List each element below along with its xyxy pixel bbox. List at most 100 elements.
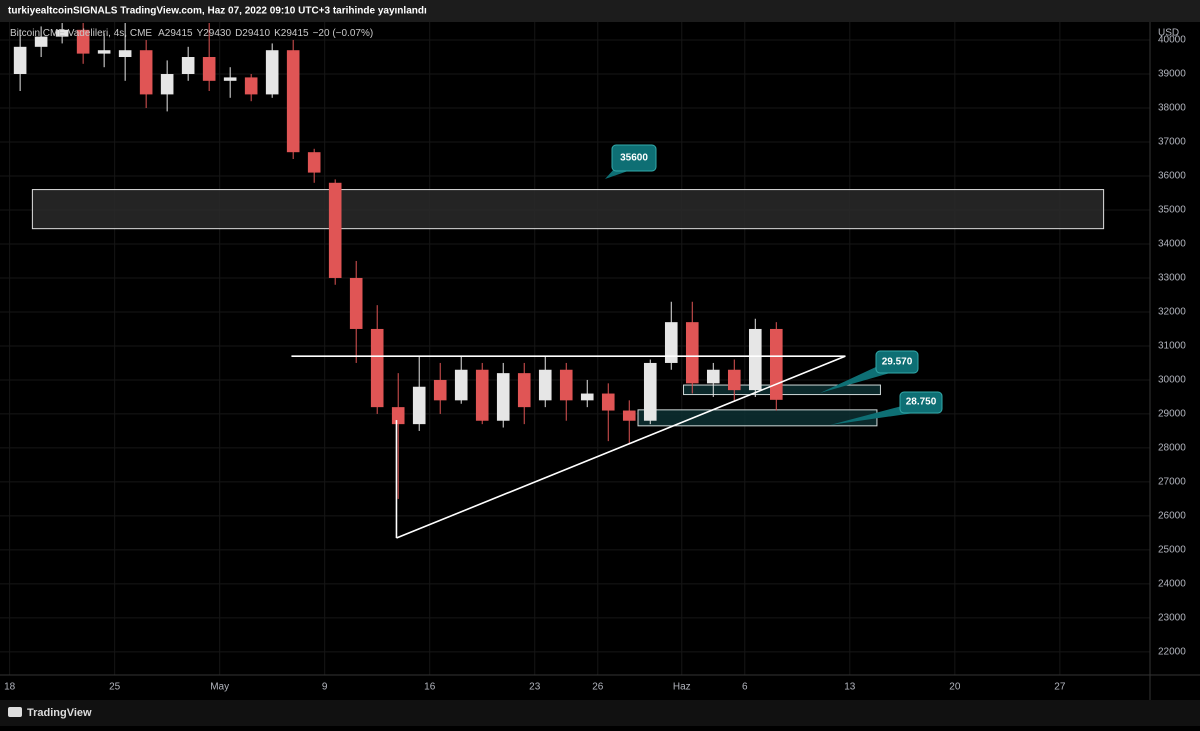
legend-value: −20 (−0.07%) xyxy=(313,28,374,39)
y-tick-label: 37000 xyxy=(1158,137,1186,148)
y-tick-label: 29000 xyxy=(1158,409,1186,420)
y-tick-label: 38000 xyxy=(1158,103,1186,114)
x-tick-label: 13 xyxy=(844,682,856,693)
x-tick-label: 25 xyxy=(109,682,121,693)
candle-body xyxy=(454,369,468,401)
header-bar xyxy=(0,0,1200,22)
candle-body xyxy=(538,369,552,401)
candle-body xyxy=(391,407,405,425)
candle-body xyxy=(412,386,426,425)
x-tick-label: 27 xyxy=(1054,682,1066,693)
legend-value: D29410 xyxy=(235,28,270,39)
y-tick-label: 33000 xyxy=(1158,273,1186,284)
y-tick-label: 40000 xyxy=(1158,35,1186,46)
callout-box xyxy=(875,350,919,374)
candle-body xyxy=(517,373,531,408)
callout-text: 35600 xyxy=(620,153,648,164)
y-tick-label: 39000 xyxy=(1158,69,1186,80)
y-tick-label: 27000 xyxy=(1158,477,1186,488)
candle-body xyxy=(118,50,132,58)
y-tick-label: 26000 xyxy=(1158,511,1186,522)
candle-body xyxy=(769,328,783,400)
y-tick-label: 35000 xyxy=(1158,205,1186,216)
plot xyxy=(13,23,1105,539)
candle-body xyxy=(622,410,636,421)
x-tick-label: 20 xyxy=(949,682,961,693)
candle-body xyxy=(433,379,447,401)
candle-body xyxy=(202,57,216,81)
candle-body xyxy=(13,46,27,75)
footer-logo xyxy=(8,707,22,717)
y-tick-label: 32000 xyxy=(1158,307,1186,318)
y-tick-label: 31000 xyxy=(1158,341,1186,352)
candle-body xyxy=(181,57,195,75)
candle-body xyxy=(706,369,720,384)
callout: 35600 xyxy=(605,144,657,179)
callout-pointer xyxy=(820,366,890,393)
x-tick-label: Haz xyxy=(673,682,691,693)
candle-body xyxy=(601,393,615,411)
candle-body xyxy=(286,50,300,153)
candle-body xyxy=(55,29,69,37)
candle-body xyxy=(349,277,363,329)
y-tick-label: 34000 xyxy=(1158,239,1186,250)
x-tick-label: 23 xyxy=(529,682,541,693)
candle-body xyxy=(160,74,174,95)
y-tick-label: 30000 xyxy=(1158,375,1186,386)
candle-body xyxy=(748,328,762,391)
footer-brand: TradingView xyxy=(27,707,92,719)
x-tick-label: 9 xyxy=(322,682,328,693)
callout-box xyxy=(899,391,943,414)
candle-body xyxy=(496,373,510,421)
candle-body xyxy=(265,50,279,95)
candle-body xyxy=(559,369,573,401)
zone xyxy=(637,409,878,427)
legend-value: K29415 xyxy=(274,28,309,39)
grid xyxy=(0,22,1150,675)
callout: 28.750 xyxy=(830,391,943,425)
y-tick-label: 22000 xyxy=(1158,647,1186,658)
candle-body xyxy=(76,29,90,54)
candle-body xyxy=(643,362,657,421)
candle-body xyxy=(727,369,741,391)
legend: Bitcoin CME Vadelileri, 4s, CME A29415 Y29… xyxy=(10,28,373,39)
y-tick-label: 24000 xyxy=(1158,579,1186,590)
zone xyxy=(31,189,1105,230)
callout-text: 28.750 xyxy=(906,397,937,408)
candle-body xyxy=(370,328,384,408)
y-tick-label: 36000 xyxy=(1158,171,1186,182)
y-tick-label: 28000 xyxy=(1158,443,1186,454)
callout-pointer xyxy=(830,406,914,425)
legend-value: A29415 xyxy=(158,28,193,39)
footer-bar xyxy=(0,700,1200,726)
candle-body xyxy=(664,322,678,363)
x-tick-label: May xyxy=(210,682,229,693)
currency: USD xyxy=(1158,28,1179,39)
x-tick-label: 26 xyxy=(592,682,604,693)
candle-body xyxy=(139,50,153,95)
candle-body xyxy=(97,50,111,54)
candle-body xyxy=(244,77,258,95)
y-tick-label: 25000 xyxy=(1158,545,1186,556)
header-text: turkiyealtcoinSIGNALS TradingView.com, H… xyxy=(8,6,427,17)
candle-body xyxy=(307,152,321,173)
symbol: Bitcoin CME Vadelileri, 4s, CME xyxy=(10,28,152,39)
candle-body xyxy=(223,77,237,81)
x-tick-label: 6 xyxy=(742,682,748,693)
callout-text: 29.570 xyxy=(882,357,913,368)
candle-body xyxy=(580,393,594,401)
candle-body xyxy=(34,36,48,47)
legend-value: Y29430 xyxy=(197,28,232,39)
y-tick-label: 23000 xyxy=(1158,613,1186,624)
callout-box xyxy=(611,144,657,172)
candle-body xyxy=(328,182,342,278)
x-tick-label: 16 xyxy=(424,682,436,693)
x-tick-label: 18 xyxy=(4,682,16,693)
callout: 29.570 xyxy=(820,350,919,393)
trend-line xyxy=(396,355,846,539)
candle-body xyxy=(475,369,489,421)
candle-body xyxy=(685,322,699,384)
